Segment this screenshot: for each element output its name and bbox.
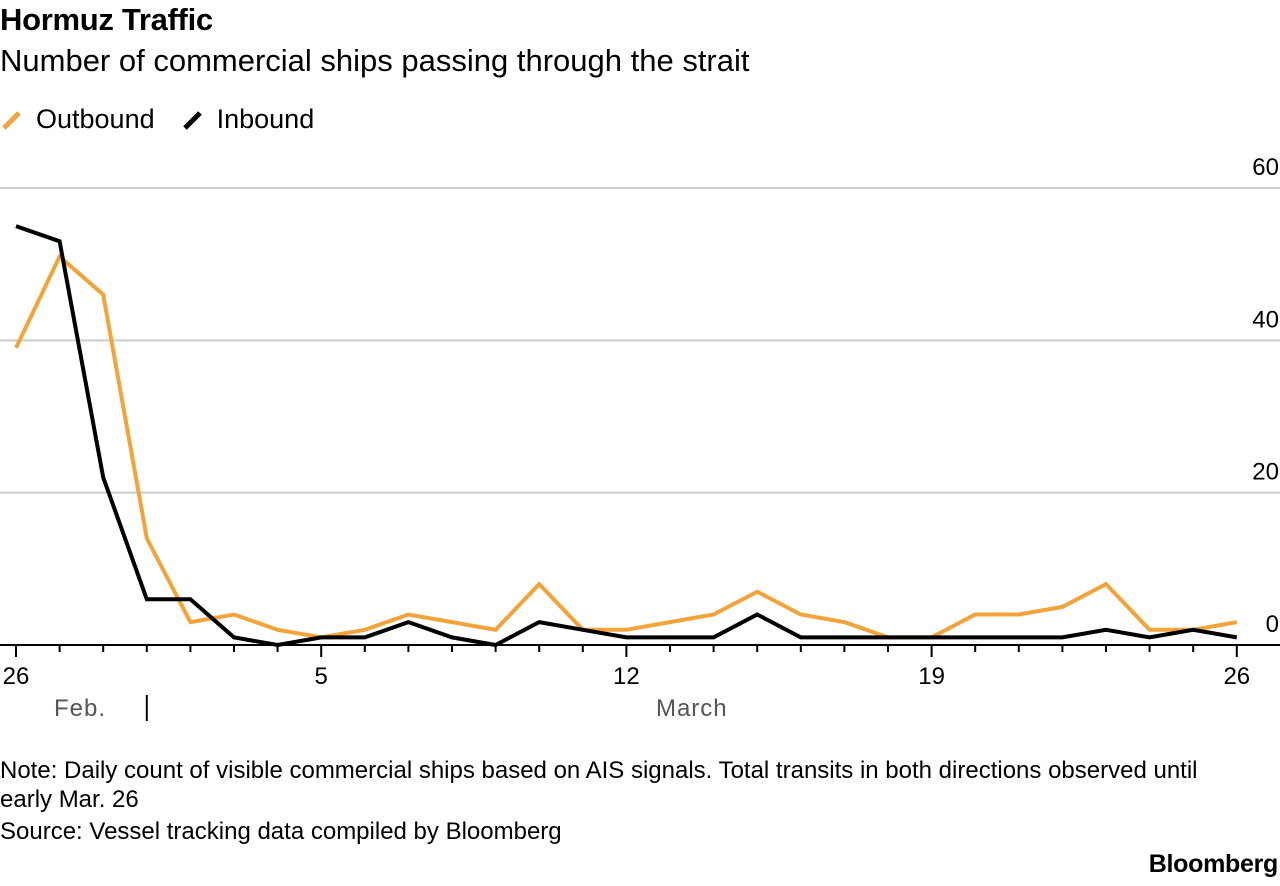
legend-item-inbound: Inbound [181,103,315,135]
chart-title: Hormuz Traffic [0,2,213,37]
line-chart: 0 20 40 60 26 5 12 19 26 Feb. March [0,154,1280,722]
chart-source: Source: Vessel tracking data compiled by… [0,818,562,845]
x-tick-label-26: 26 [1223,663,1250,690]
month-label-feb: Feb. [54,695,106,722]
y-axis-labels: 0 20 40 60 [1252,154,1279,638]
legend-item-outbound: Outbound [0,104,155,135]
legend-label-inbound: Inbound [216,103,315,134]
legend-label-outbound: Outbound [36,103,155,134]
series-lines [14,224,1238,648]
x-tick-label-12: 12 [613,663,640,690]
y-tick-label-0: 0 [1266,611,1279,638]
legend: Outbound Inbound [0,102,340,136]
series-line-outbound [14,253,1238,640]
y-tick-label-40: 40 [1252,306,1279,333]
chart-subtitle: Number of commercial ships passing throu… [0,43,750,78]
y-tick-label-20: 20 [1252,459,1279,486]
x-axis: 26 5 12 19 26 Feb. March [0,644,1280,722]
inbound-swatch-icon [182,111,202,130]
x-tick-label-5: 5 [315,663,328,690]
series-line-inbound [15,224,1238,648]
y-tick-label-60: 60 [1252,154,1279,181]
month-label-march: March [656,695,728,722]
x-tick-label-19: 19 [918,663,945,690]
gridlines [0,187,1280,494]
x-tick-label-26: 26 [3,663,30,690]
bloomberg-logo: Bloomberg [1148,850,1279,878]
outbound-swatch-icon [2,111,21,130]
chart-note: Note: Daily count of visible commercial … [0,757,1198,813]
